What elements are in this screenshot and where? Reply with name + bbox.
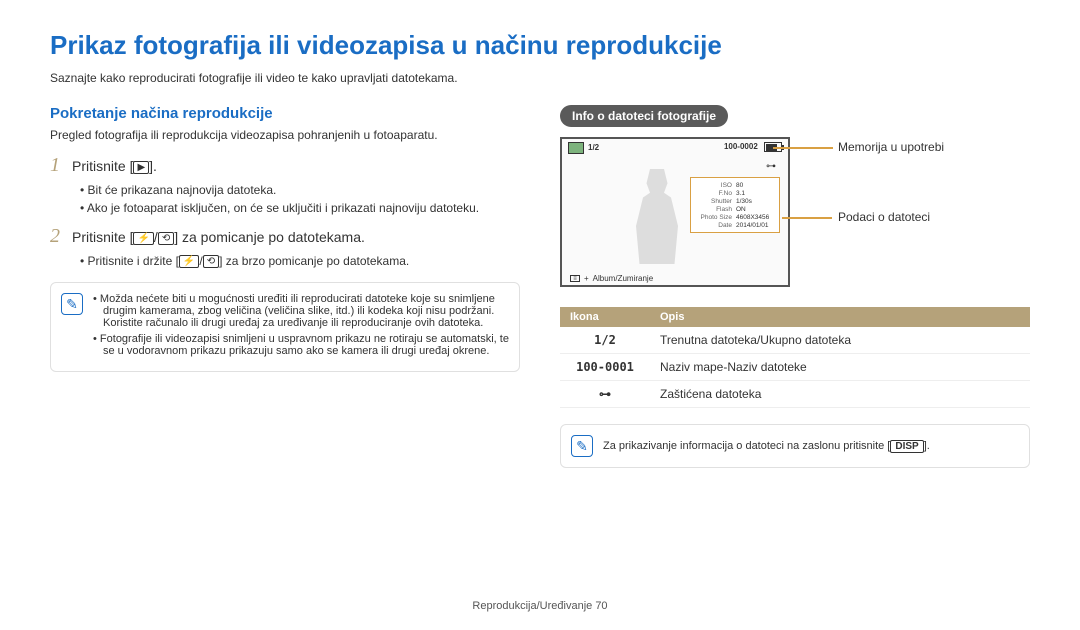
step-number: 1 bbox=[50, 154, 64, 177]
row-icon: 100-0001 bbox=[560, 354, 650, 381]
info-key: F.No bbox=[695, 189, 734, 197]
disp-note: ✎ Za prikazivanje informacija o datoteci… bbox=[560, 424, 1030, 468]
info-row: Photo Size4608X3456 bbox=[695, 213, 775, 221]
step1-bullet2: Ako je fotoaparat isključen, on će se uk… bbox=[50, 201, 520, 215]
th-desc: Opis bbox=[650, 307, 1030, 327]
note-list: Možda nećete biti u mogućnosti uređiti i… bbox=[93, 293, 509, 361]
info-val: 3.1 bbox=[734, 189, 775, 197]
th-icon: Ikona bbox=[560, 307, 650, 327]
info-val: 1/30s bbox=[734, 197, 775, 205]
info-pill: Info o datoteci fotografije bbox=[560, 105, 728, 127]
timer-icon: ⟲ bbox=[203, 255, 219, 268]
disp-note-b: ]. bbox=[924, 440, 930, 452]
info-val: 80 bbox=[734, 181, 775, 189]
step-text: Pritisnite [▶]. bbox=[72, 158, 157, 174]
flash-icon: ⚡ bbox=[133, 232, 153, 245]
note-icon: ✎ bbox=[571, 435, 593, 457]
callout-line-memory bbox=[773, 147, 833, 149]
info-val: 4608X3456 bbox=[734, 213, 775, 221]
info-panel: ISO80F.No3.1Shutter1/30sFlashONPhoto Siz… bbox=[690, 177, 780, 233]
step1-bullet1: Bit će prikazana najnovija datoteka. bbox=[50, 183, 520, 197]
row-icon: 1/2 bbox=[560, 327, 650, 354]
disp-button-icon: DISP bbox=[890, 440, 923, 453]
icon-table: Ikona Opis 1/2Trenutna datoteka/Ukupno d… bbox=[560, 307, 1030, 408]
step1-text-b: ]. bbox=[149, 158, 157, 174]
play-icon: ▶ bbox=[133, 161, 149, 174]
section-desc: Pregled fotografija ili reprodukcija vid… bbox=[50, 128, 520, 142]
disp-note-a: Za prikazivanje informacija o datoteci n… bbox=[603, 440, 890, 452]
page-title: Prikaz fotografija ili videozapisa u nač… bbox=[50, 30, 1030, 61]
content-columns: Pokretanje načina reprodukcije Pregled f… bbox=[50, 105, 1030, 468]
display-bottom-caption: ≡+ Album/Zumiranje bbox=[570, 274, 653, 283]
info-row: Shutter1/30s bbox=[695, 197, 775, 205]
info-key: ISO bbox=[695, 181, 734, 189]
section-title: Pokretanje načina reprodukcije bbox=[50, 105, 520, 122]
note-box: ✎ Možda nećete biti u mogućnosti uređiti… bbox=[50, 282, 520, 372]
menu-btn-icon: ≡ bbox=[570, 275, 580, 282]
step-2: 2 Pritisnite [⚡/⟲] za pomicanje po datot… bbox=[50, 225, 520, 248]
info-key: Date bbox=[695, 221, 734, 229]
info-row: Date2014/01/01 bbox=[695, 221, 775, 229]
disp-note-text: Za prikazivanje informacija o datoteci n… bbox=[603, 440, 930, 453]
info-key: Shutter bbox=[695, 197, 734, 205]
photo-silhouette bbox=[622, 169, 692, 264]
info-val: ON bbox=[734, 205, 775, 213]
table-row: 1/2Trenutna datoteka/Ukupno datoteka bbox=[560, 327, 1030, 354]
info-key: Photo Size bbox=[695, 213, 734, 221]
info-row: F.No3.1 bbox=[695, 189, 775, 197]
file-number: 100-0002 bbox=[724, 142, 758, 151]
step-text: Pritisnite [⚡/⟲] za pomicanje po datotek… bbox=[72, 229, 365, 245]
lock-icon: ⊶ bbox=[766, 161, 776, 172]
step2-bullet1-a: Pritisnite i držite [ bbox=[88, 254, 179, 268]
step2-bullet1: Pritisnite i držite [⚡/⟲] za brzo pomica… bbox=[50, 254, 520, 268]
row-desc: Zaštićena datoteka bbox=[650, 381, 1030, 408]
note-icon: ✎ bbox=[61, 293, 83, 315]
callout-line-info bbox=[782, 217, 832, 219]
info-row: FlashON bbox=[695, 205, 775, 213]
caption-text: Album/Zumiranje bbox=[593, 274, 653, 283]
table-row: ⊶Zaštićena datoteka bbox=[560, 381, 1030, 408]
timer-icon: ⟲ bbox=[158, 232, 174, 245]
info-val: 2014/01/01 bbox=[734, 221, 775, 229]
row-desc: Naziv mape-Naziv datoteke bbox=[650, 354, 1030, 381]
note-item-2: Fotografije ili videozapisi snimljeni u … bbox=[93, 333, 509, 357]
step-number: 2 bbox=[50, 225, 64, 248]
display-topbar: 1/2 100-0002 bbox=[562, 139, 788, 157]
step2-text-a: Pritisnite [ bbox=[72, 229, 133, 245]
step1-text-a: Pritisnite [ bbox=[72, 158, 133, 174]
step2-text-b: ] za pomicanje po datotekama. bbox=[174, 229, 365, 245]
page-subtitle: Saznajte kako reproducirati fotografije … bbox=[50, 71, 1030, 85]
step-1: 1 Pritisnite [▶]. bbox=[50, 154, 520, 177]
note-item-1: Možda nećete biti u mogućnosti uređiti i… bbox=[93, 293, 509, 329]
right-column: Info o datoteci fotografije 1/2 100-0002… bbox=[560, 105, 1030, 468]
info-key: Flash bbox=[695, 205, 734, 213]
callout-memory: Memorija u upotrebi bbox=[838, 140, 944, 154]
left-column: Pokretanje načina reprodukcije Pregled f… bbox=[50, 105, 520, 468]
row-desc: Trenutna datoteka/Ukupno datoteka bbox=[650, 327, 1030, 354]
file-counter: 1/2 bbox=[588, 143, 599, 152]
info-row: ISO80 bbox=[695, 181, 775, 189]
topbar-left: 1/2 bbox=[568, 142, 599, 154]
info-panel-table: ISO80F.No3.1Shutter1/30sFlashONPhoto Siz… bbox=[695, 181, 775, 229]
table-row: 100-0001Naziv mape-Naziv datoteke bbox=[560, 354, 1030, 381]
camera-display: 1/2 100-0002 ⊶ ISO80F.No3.1Shutter1/30sF… bbox=[560, 137, 790, 287]
row-icon: ⊶ bbox=[560, 381, 650, 408]
flash-icon: ⚡ bbox=[179, 255, 199, 268]
thumbnail-icon bbox=[568, 142, 584, 154]
camera-display-wrap: 1/2 100-0002 ⊶ ISO80F.No3.1Shutter1/30sF… bbox=[560, 137, 1030, 287]
callout-info: Podaci o datoteci bbox=[838, 210, 930, 224]
page-footer: Reprodukcija/Uređivanje 70 bbox=[0, 600, 1080, 612]
step2-bullet1-b: ] za brzo pomicanje po datotekama. bbox=[219, 254, 409, 268]
